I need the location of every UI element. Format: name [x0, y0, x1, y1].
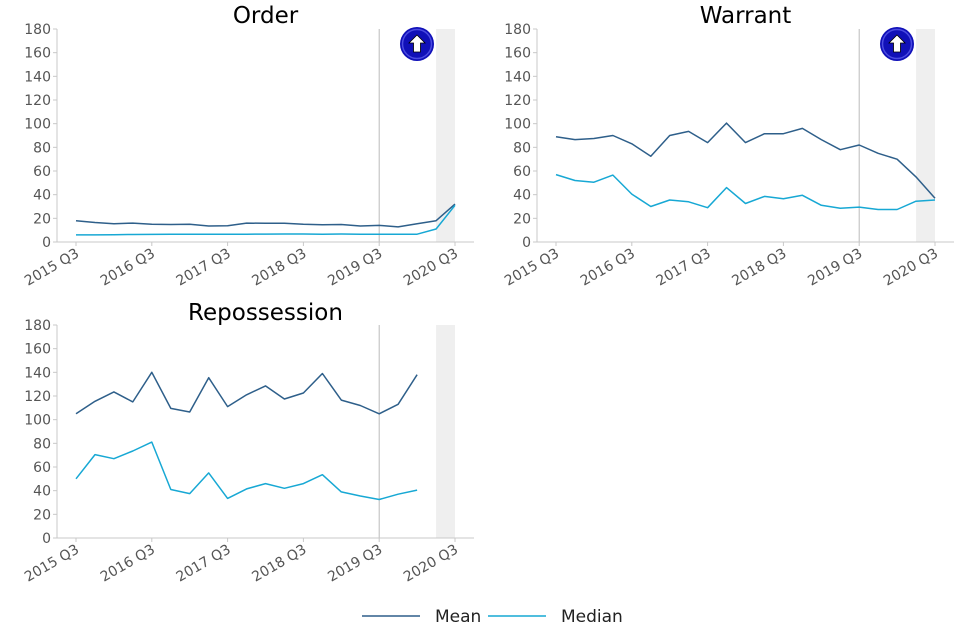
x-tick-label: 2016 Q3 [98, 246, 158, 290]
legend-label-median: Median [561, 607, 623, 627]
y-tick-label: 120 [24, 389, 51, 405]
badge-arrow [408, 34, 426, 53]
x-tick-label: 2015 Q3 [502, 246, 562, 290]
y-tick-label: 40 [513, 188, 531, 204]
median-line [555, 173, 936, 211]
y-tick-label: 60 [33, 164, 51, 180]
x-tick-label: 2020 Q3 [401, 246, 461, 290]
y-tick-label: 180 [24, 318, 51, 334]
mean-line [555, 122, 936, 199]
legend-label-mean: Mean [435, 607, 481, 627]
x-tick-label: 2020 Q3 [881, 246, 941, 290]
x-tick-label: 2018 Q3 [249, 246, 309, 290]
y-tick-label: 0 [42, 531, 51, 547]
badge-arrow [888, 34, 906, 53]
y-tick-label: 180 [24, 22, 51, 38]
y-tick-label: 0 [522, 235, 531, 251]
shaded-region [436, 325, 455, 538]
x-tick-label: 2019 Q3 [325, 542, 385, 586]
y-tick-label: 80 [33, 140, 51, 156]
y-tick-label: 80 [33, 436, 51, 452]
chart-title: Warrant [700, 3, 792, 29]
x-tick-label: 2020 Q3 [401, 542, 461, 586]
legend: Mean Median [362, 607, 623, 627]
x-tick-label: 2018 Q3 [249, 542, 309, 586]
x-tick-label: 2018 Q3 [729, 246, 789, 290]
up-arrow-icon [880, 27, 914, 61]
y-tick-label: 140 [24, 365, 51, 381]
shaded-region [916, 29, 935, 242]
badge-ring [401, 28, 433, 60]
x-tick-label: 2017 Q3 [174, 246, 234, 290]
y-tick-label: 100 [504, 117, 531, 133]
y-tick-label: 0 [42, 235, 51, 251]
y-tick-label: 120 [504, 93, 531, 109]
y-tick-label: 20 [33, 211, 51, 227]
chart-title: Repossession [188, 300, 343, 326]
mean-line [75, 203, 456, 228]
mean-line [75, 371, 418, 415]
median-line [76, 204, 456, 236]
x-tick-label: 2016 Q3 [578, 246, 638, 290]
y-tick-label: 100 [24, 413, 51, 429]
x-tick-label: 2019 Q3 [325, 246, 385, 290]
y-tick-label: 80 [513, 140, 531, 156]
badge-ring [881, 28, 913, 60]
x-tick-label: 2015 Q3 [22, 246, 82, 290]
y-tick-label: 100 [24, 117, 51, 133]
repossession-panel: 0 20 40 60 80 100 120 140 160 180 2015 Q3 2016 Q3 20… [22, 300, 474, 585]
y-tick-label: 140 [504, 69, 531, 85]
chart-title: Order [233, 3, 299, 29]
y-tick-label: 160 [504, 46, 531, 62]
median-line [75, 441, 418, 501]
y-tick-label: 60 [513, 164, 531, 180]
y-tick-label: 160 [24, 46, 51, 62]
y-tick-label: 120 [24, 93, 51, 109]
y-tick-label: 20 [33, 507, 51, 523]
up-arrow-icon [400, 27, 434, 61]
x-tick-label: 2015 Q3 [22, 542, 82, 586]
y-tick-label: 20 [513, 211, 531, 227]
shaded-region [436, 29, 455, 242]
y-tick-label: 160 [24, 342, 51, 358]
x-tick-label: 2016 Q3 [98, 542, 158, 586]
order-panel: 0 20 40 60 80 100 120 140 160 180 2015 Q3 2016 Q3 20… [22, 3, 474, 289]
y-tick-label: 140 [24, 69, 51, 85]
y-tick-label: 180 [504, 22, 531, 38]
x-tick-label: 2017 Q3 [654, 246, 714, 290]
x-tick-label: 2019 Q3 [805, 246, 865, 290]
y-tick-label: 40 [33, 484, 51, 500]
warrant-panel: 0 20 40 60 80 100 120 140 160 180 2015 Q3 2016 Q3 20… [502, 3, 954, 289]
x-tick-label: 2017 Q3 [174, 542, 234, 586]
y-tick-label: 40 [33, 188, 51, 204]
y-tick-label: 60 [33, 460, 51, 476]
